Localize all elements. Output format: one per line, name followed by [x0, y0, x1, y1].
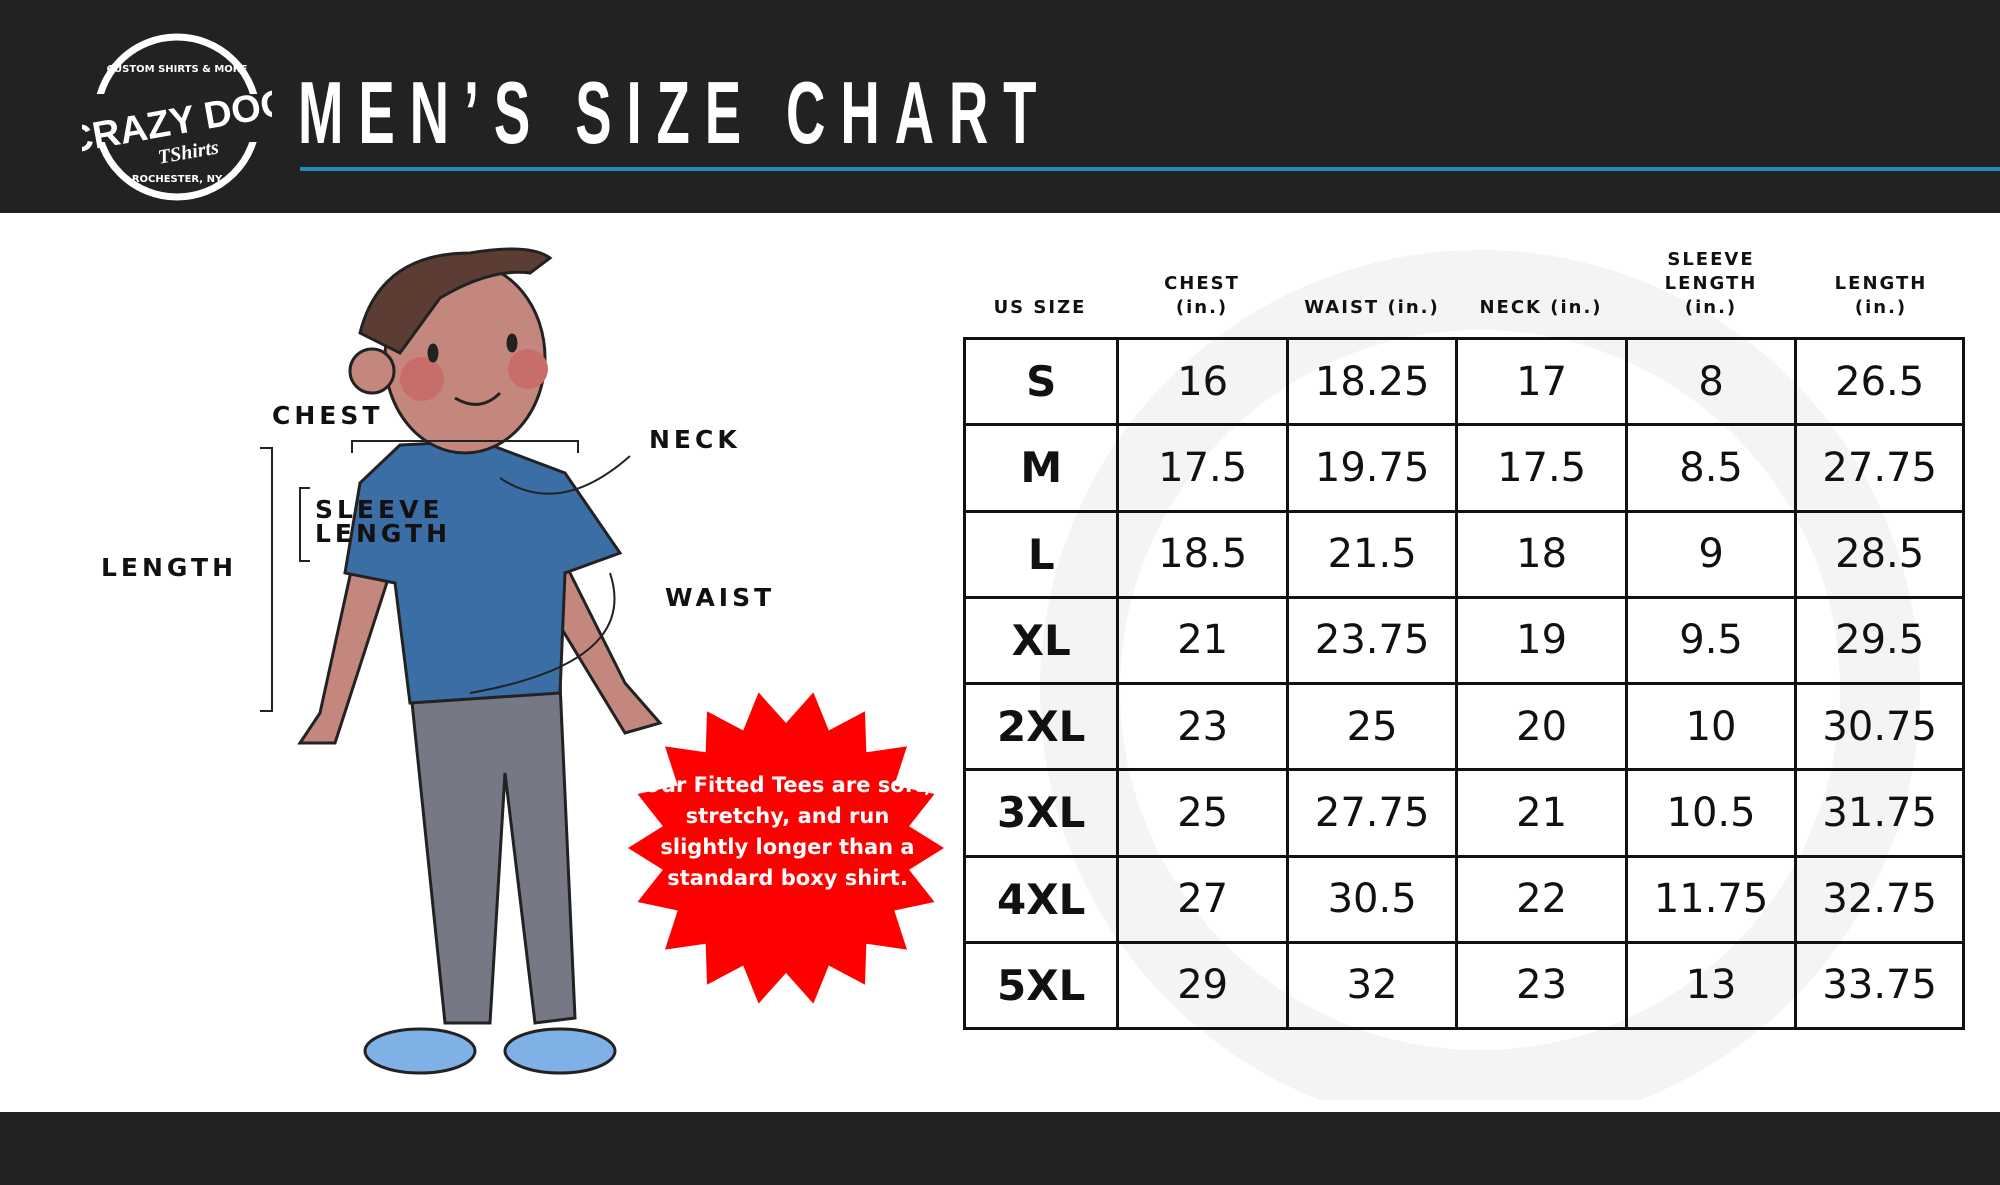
column-header: NECK (in.) — [1479, 296, 1602, 320]
value-cell: 32.75 — [1794, 854, 1965, 944]
value-cell: 17.5 — [1455, 423, 1628, 513]
value-cell: 18.5 — [1116, 509, 1289, 599]
size-cell: L — [962, 509, 1120, 599]
table-row: S 16 18.25 17 8 26.5 — [962, 336, 1965, 427]
column-header: US SIZE — [994, 296, 1087, 320]
logo-top-text: CUSTOM SHIRTS & MORE — [107, 64, 248, 75]
value-cell: 11.75 — [1624, 854, 1798, 944]
value-cell: 9 — [1624, 509, 1798, 599]
table-row: XL 21 23.75 19 9.5 29.5 — [962, 595, 1965, 686]
column-header-line: US SIZE — [993, 297, 1087, 318]
value-cell: 18 — [1455, 509, 1628, 599]
header-bar — [0, 0, 2000, 213]
size-cell: M — [962, 423, 1120, 513]
size-cell: 3XL — [962, 768, 1120, 858]
logo-bottom-text: ROCHESTER, NY — [132, 174, 223, 185]
column-header: LENGTH (in.) — [1835, 272, 1928, 320]
column-header-line: (in.) — [1684, 297, 1738, 318]
value-cell: 26.5 — [1794, 336, 1965, 427]
value-cell: 23 — [1455, 940, 1628, 1031]
value-cell: 17 — [1455, 336, 1628, 427]
table-row: 3XL 25 27.75 21 10.5 31.75 — [962, 768, 1965, 858]
value-cell: 8.5 — [1624, 423, 1798, 513]
column-header-line: CHEST — [1164, 273, 1240, 294]
value-cell: 8 — [1624, 336, 1798, 427]
sleeve-length-label: SLEEVE LENGTH — [315, 495, 451, 548]
neck-label: NECK — [649, 425, 741, 454]
size-cell: 4XL — [962, 854, 1120, 944]
chest-label: CHEST — [272, 401, 384, 430]
column-header-line: NECK (in.) — [1479, 297, 1603, 318]
column-header-line: (in.) — [1175, 297, 1229, 318]
page-title: MEN’S SIZE CHART — [298, 63, 1052, 162]
table-row: 2XL 23 25 20 10 30.75 — [962, 681, 1965, 772]
value-cell: 27.75 — [1285, 768, 1459, 858]
value-cell: 16 — [1116, 336, 1289, 427]
value-cell: 23.75 — [1285, 595, 1459, 686]
value-cell: 23 — [1116, 681, 1289, 772]
value-cell: 9.5 — [1624, 595, 1798, 686]
value-cell: 10.5 — [1624, 768, 1798, 858]
size-cell: S — [962, 336, 1120, 427]
table-row: M 17.5 19.75 17.5 8.5 27.75 — [962, 423, 1965, 513]
value-cell: 28.5 — [1794, 509, 1965, 599]
column-header: CHEST (in.) — [1164, 272, 1240, 320]
callout-starburst — [628, 692, 944, 1004]
column-header-line: SLEEVE — [1667, 249, 1755, 270]
value-cell: 13 — [1624, 940, 1798, 1031]
column-header-line: LENGTH — [1834, 273, 1928, 294]
title-underline — [300, 167, 2000, 171]
value-cell: 33.75 — [1794, 940, 1965, 1031]
value-cell: 21.5 — [1285, 509, 1459, 599]
column-header-line: LENGTH — [1664, 273, 1758, 294]
value-cell: 30.5 — [1285, 854, 1459, 944]
value-cell: 17.5 — [1116, 423, 1289, 513]
value-cell: 19 — [1455, 595, 1628, 686]
value-cell: 29.5 — [1794, 595, 1965, 686]
waist-label: WAIST — [665, 583, 776, 612]
value-cell: 32 — [1285, 940, 1459, 1031]
value-cell: 29 — [1116, 940, 1289, 1031]
value-cell: 27.75 — [1794, 423, 1965, 513]
table-row: 4XL 27 30.5 22 11.75 32.75 — [962, 854, 1965, 944]
value-cell: 30.75 — [1794, 681, 1965, 772]
size-cell: 2XL — [962, 681, 1120, 772]
column-header: WAIST (in.) — [1304, 296, 1439, 320]
value-cell: 25 — [1285, 681, 1459, 772]
size-table: S 16 18.25 17 8 26.5 M 17.5 19.75 17.5 8.5 27.75 L 18… — [962, 336, 1965, 1031]
size-cell: XL — [962, 595, 1120, 686]
value-cell: 27 — [1116, 854, 1289, 944]
value-cell: 20 — [1455, 681, 1628, 772]
size-cell: 5XL — [962, 940, 1120, 1031]
value-cell: 25 — [1116, 768, 1289, 858]
column-header-line: (in.) — [1854, 297, 1908, 318]
boy-illustration — [260, 247, 944, 1075]
column-header: SLEEVE LENGTH (in.) — [1665, 248, 1758, 320]
value-cell: 19.75 — [1285, 423, 1459, 513]
table-row: L 18.5 21.5 18 9 28.5 — [962, 509, 1965, 599]
footer-bar — [0, 1112, 2000, 1185]
crazy-dog-logo: CRAZY DOG TShirts CUSTOM SHIRTS & MORE R… — [82, 33, 272, 201]
value-cell: 21 — [1455, 768, 1628, 858]
value-cell: 21 — [1116, 595, 1289, 686]
callout-text: Our Fitted Tees are soft, stretchy, and … — [643, 773, 932, 890]
value-cell: 22 — [1455, 854, 1628, 944]
value-cell: 31.75 — [1794, 768, 1965, 858]
column-header-line: WAIST (in.) — [1304, 297, 1440, 318]
length-label: LENGTH — [101, 553, 237, 582]
value-cell: 18.25 — [1285, 336, 1459, 427]
value-cell: 10 — [1624, 681, 1798, 772]
table-row: 5XL 29 32 23 13 33.75 — [962, 940, 1965, 1031]
